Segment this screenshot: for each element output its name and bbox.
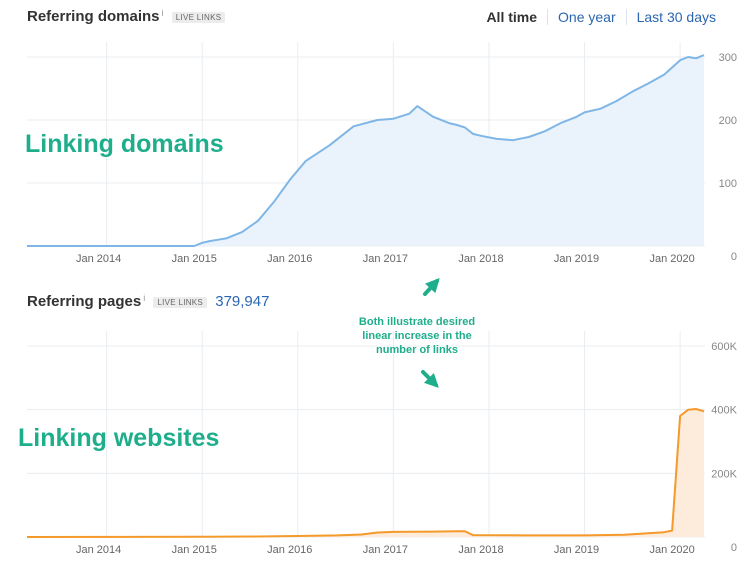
referring-pages-title: Referring pages <box>27 293 142 310</box>
y-tick-label: 300 <box>719 52 737 64</box>
info-icon[interactable]: i <box>161 8 164 18</box>
tab-one-year[interactable]: One year <box>547 9 626 25</box>
time-range-tabs: All time One year Last 30 days <box>476 9 716 25</box>
x-tick-label: Jan 2017 <box>363 253 408 265</box>
series-line <box>27 54 705 247</box>
x-tick-label: Jan 2016 <box>267 544 312 556</box>
series-line <box>26 408 705 538</box>
y-tick-label: 0 <box>731 251 737 263</box>
y-tick-label: 100 <box>719 178 737 190</box>
referring-domains-title: Referring domains <box>27 8 160 25</box>
arrow-head-icon <box>425 278 440 294</box>
y-tick-label: 200 <box>719 115 737 127</box>
referring-domains-chart: 0 100 200 300 Jan 2014 Jan 2015 Jan 2016 Jan 20… <box>27 42 737 265</box>
annotation-note-line: number of links <box>376 344 458 356</box>
x-tick-label: Jan 2019 <box>554 544 599 556</box>
annotation-arrows <box>421 278 440 388</box>
live-links-badge: LIVE LINKS <box>171 11 226 23</box>
x-tick-label: Jan 2018 <box>458 544 503 556</box>
series-area <box>27 55 704 246</box>
x-tick-label: Jan 2019 <box>554 253 599 265</box>
x-tick-label: Jan 2018 <box>458 253 503 265</box>
referring-pages-header: Referring pages i LIVE LINKS 379,947 <box>27 293 269 310</box>
y-tick-label: 400K <box>711 405 737 417</box>
referring-pages-total: 379,947 <box>215 293 270 310</box>
referring-pages-chart: 0 200K 400K 600K Jan 2014 Jan 2015 Jan 2016 Jan… <box>26 331 738 556</box>
tab-all-time[interactable]: All time <box>486 9 538 25</box>
linking-websites-label: Linking websites <box>18 424 220 452</box>
x-tick-label: Jan 2015 <box>172 253 217 265</box>
annotation-note-line: linear increase in the <box>362 330 472 342</box>
x-tick-label: Jan 2014 <box>76 544 121 556</box>
x-tick-label: Jan 2017 <box>363 544 408 556</box>
linking-domains-label: Linking domains <box>25 130 224 158</box>
y-tick-label: 600K <box>711 341 737 353</box>
annotation-note: Both illustrate desired linear increase … <box>322 315 512 357</box>
referring-domains-header: Referring domains i LIVE LINKS <box>27 8 226 25</box>
y-tick-label: 200K <box>711 468 737 480</box>
x-tick-label: Jan 2014 <box>76 253 121 265</box>
tab-last-30-days[interactable]: Last 30 days <box>625 9 716 25</box>
live-links-badge: LIVE LINKS <box>153 296 208 308</box>
x-tick-label: Jan 2016 <box>267 253 312 265</box>
x-tick-label: Jan 2020 <box>649 544 694 556</box>
x-tick-label: Jan 2020 <box>649 253 694 265</box>
x-tick-label: Jan 2015 <box>172 544 217 556</box>
info-icon[interactable]: i <box>143 293 146 303</box>
annotation-note-line: Both illustrate desired <box>358 316 476 328</box>
arrow-head-icon <box>423 372 439 388</box>
y-tick-label: 0 <box>731 542 737 554</box>
